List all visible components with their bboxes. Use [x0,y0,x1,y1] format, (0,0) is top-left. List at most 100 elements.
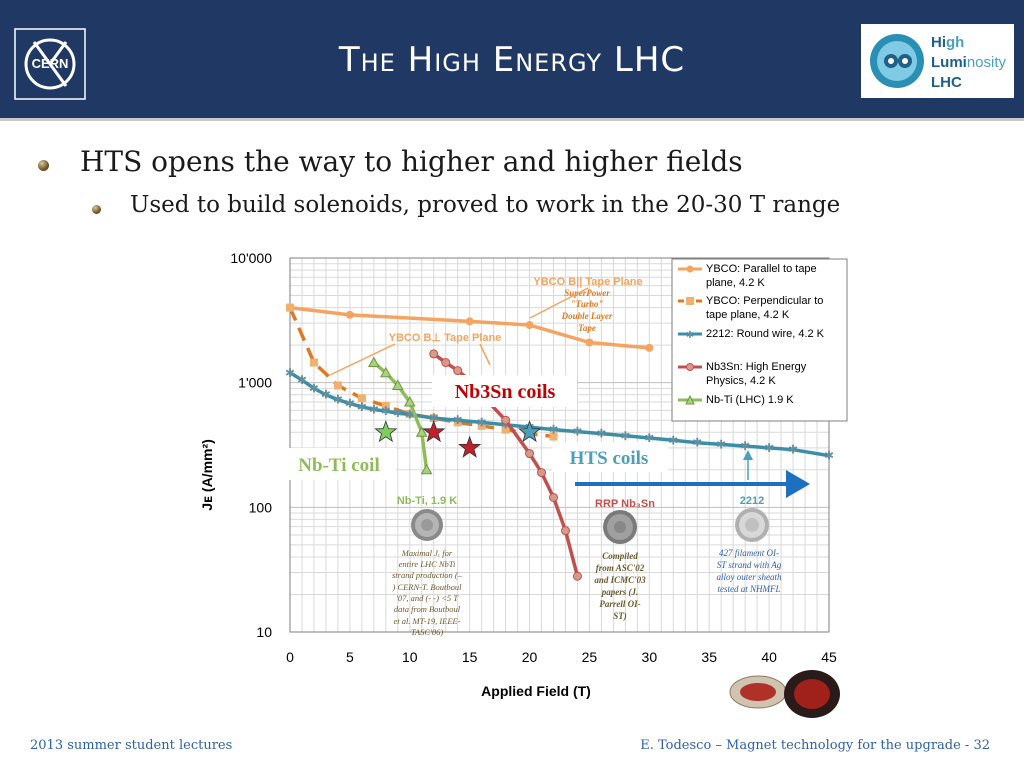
legend-label-2212: 2212: Round wire, 4.2 K [706,328,825,340]
legend-marker-nbti [685,394,695,405]
data-point-2212: ✱ [453,413,463,427]
data-point-2212: ✱ [381,404,391,418]
legend-box [671,258,848,422]
data-point-ybco-parallel [465,317,474,326]
legend-label-nb3sn-2: Physics, 4.2 K [706,375,776,387]
note-maximal-4: ) CERN-T. Boutboul [391,582,462,592]
footer-left-text: 2013 summer student lectures [30,738,233,753]
legend-label-ybco-perp-1: YBCO: Perpendicular to [706,295,823,307]
logo-2-core [794,679,830,709]
series-ybco-parallel-line [289,305,650,350]
data-point-2212: ✱ [620,429,630,443]
note-maximal-7: et al. MT-19, IEEE- [393,616,460,626]
data-point-nbti [415,426,428,437]
data-point-2212: ✱ [692,436,702,450]
annotation-superpower-3: Double Layer [561,311,613,321]
annotation-superpower-1: SuperPower [564,288,610,298]
nb3sn-strand-image [603,510,637,544]
svg-text:Luminosity: Luminosity [931,54,1007,71]
data-point-2212: ✱ [369,402,379,416]
bi2212-strand-image [735,508,769,542]
data-point-ybco-parallel [585,338,594,347]
legend-marker-ybco-parallel [686,265,694,273]
jc-vs-field-chart: ✱✱✱✱✱✱✱✱✱✱✱✱✱✱✱✱✱✱✱✱✱✱✱✱✱✱✱✱ 05101520253… [200,250,848,699]
x-tick-label: 10 [402,649,418,665]
data-point-nb3sn [453,366,463,376]
legend-label-ybco-perp-2: tape plane, 4.2 K [706,309,790,321]
hts-label-bg [552,442,668,472]
plot-frame [289,257,830,633]
hl-logo-lumi: Lumi [931,54,967,71]
record-star-marker [458,435,482,458]
x-tick-label: 0 [286,649,294,665]
hl-logo-nosity: nosity [967,54,1007,71]
note-maximal-5: '07, and (- -) <5 T [396,593,459,603]
data-point-2212: ✱ [740,439,750,453]
data-point-ybco-perp [309,358,318,367]
note-427-2: ST strand with Ag [717,560,782,570]
bullet-icon [38,160,49,171]
note-compiled-5: Parrell OI- [599,599,640,609]
data-point-2212: ✱ [297,373,307,387]
annotation-superpower-4: Tape [578,323,596,333]
data-point-2212: ✱ [548,423,558,437]
x-tick-label: 30 [642,649,658,665]
data-point-2212: ✱ [429,411,439,425]
x-tick-label: 20 [522,649,538,665]
legend-label-ybco-parallel-1: YBCO: Parallel to tape [706,263,817,275]
x-tick-label: 15 [462,649,478,665]
data-point-nbti [391,379,404,390]
header-divider [0,118,1024,121]
data-point-2212: ✱ [501,418,511,432]
header-bar [0,0,1024,118]
axis-ticks: 0 5 10 15 20 25 30 35 40 45 10 100 1'000 10'000 [230,250,837,665]
x-tick-label: 25 [582,649,598,665]
data-point-ybco-perp [477,421,486,430]
x-axis-label: Applied Field (T) [481,683,591,699]
data-point-2212: ✱ [668,433,678,447]
data-point-2212: ✱ [393,406,403,420]
data-point-nb3sn [501,415,511,425]
y-tick-label: 10 [256,624,272,640]
y-tick-label: 100 [249,499,273,515]
x-tick-label: 45 [821,649,837,665]
note-427-1: 427 filament OI- [719,548,779,558]
data-point-2212: ✱ [285,366,295,380]
note-427-4: tested at NHMFL [718,584,781,594]
pointer-2212-head [743,450,753,460]
note-compiled-6: ST) [613,611,627,621]
note-compiled-1: Compiled [602,551,638,561]
y-axis-label: Jᴇ (A/mm²) [200,439,215,511]
y-tick-label: 10'000 [230,250,272,266]
x-tick-label: 40 [761,649,777,665]
slide-title: The High Energy LHC [338,40,686,80]
data-point-2212: ✱ [357,400,367,414]
data-point-nb3sn [560,526,570,536]
data-point-nbti [367,356,380,368]
hl-logo-hi: Hi [931,34,946,51]
data-point-ybco-parallel [345,310,354,319]
annotation-nbti-19k: Nb-Ti, 1.9 K [397,495,457,507]
note-compiled-4: papers (J. [601,587,639,597]
data-point-nb3sn [537,468,547,478]
high-luminosity-lhc-logo: High Luminosity LHC [861,24,1014,98]
data-point-ybco-perp [381,401,390,410]
data-point-ybco-perp [453,418,462,427]
legend-label-nb3sn-1: Nb3Sn: High Energy [706,361,807,373]
series-2212-line [289,371,830,458]
footer-right-text: E. Todesco – Magnet technology for the u… [640,738,990,753]
note-compiled-3: and ICMC'03 [594,575,646,585]
note-maximal-2: entire LHC NbTi [399,559,456,569]
annotation-superpower-2: "Turbo" [571,299,604,309]
conference-logos [729,670,840,718]
bullet-text-1: HTS opens the way to higher and higher f… [80,145,743,178]
data-point-nb3sn [525,449,535,459]
data-point-2212: ✱ [333,393,343,407]
hts-arrow-head [786,470,810,498]
note-427-3: alloy outer sheath [717,572,782,582]
annotation-ybco-parallel: YBCO B|| Tape Plane [533,276,642,288]
nb3sn-label-bg [432,375,577,407]
note-maximal-8: TASC'06) [411,627,444,637]
cern-logo-icon: CERN [14,28,86,100]
legend-marker-2212: ✱ [686,330,694,341]
